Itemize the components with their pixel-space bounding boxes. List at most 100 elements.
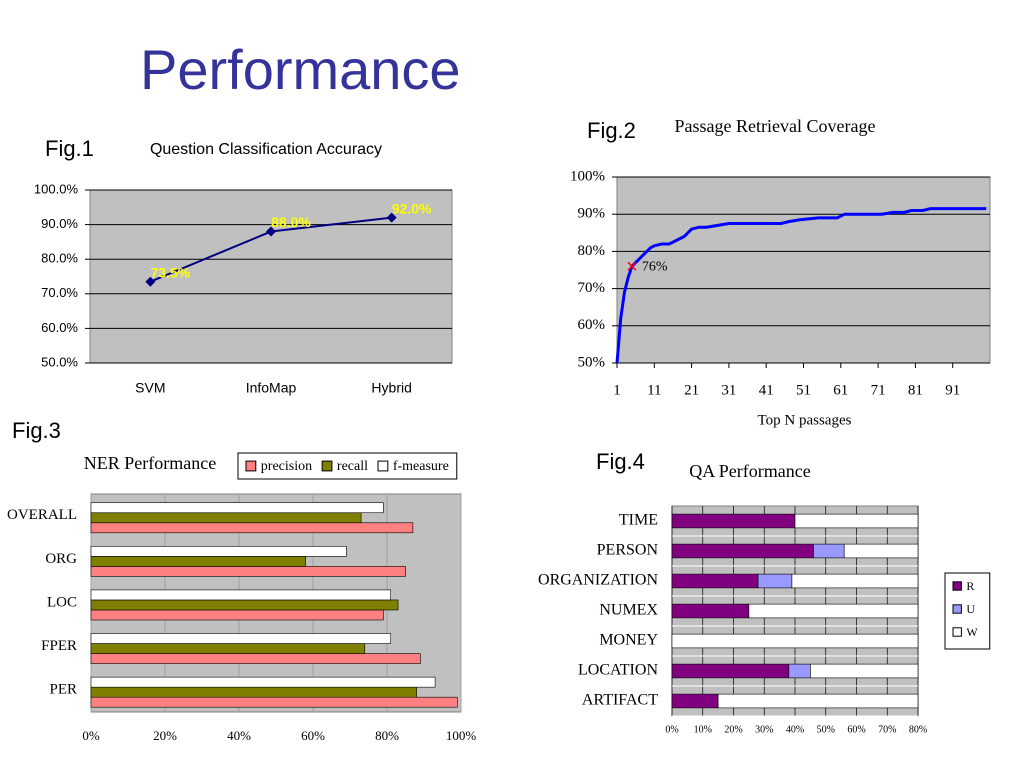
bar-segment bbox=[671, 573, 759, 589]
figure-label: Fig.1 bbox=[45, 136, 94, 161]
x-axis-label: Top N passages bbox=[758, 412, 852, 428]
y-tick-label: PERSON bbox=[597, 542, 659, 559]
data-label: 88.0% bbox=[271, 214, 311, 230]
marker bbox=[266, 226, 276, 237]
y-tick-label: 60% bbox=[578, 317, 606, 333]
x-tick-label: 0% bbox=[82, 728, 100, 743]
legend-label: f-measure bbox=[393, 459, 449, 474]
x-tick-label: 10% bbox=[694, 724, 712, 735]
legend-swatch bbox=[952, 581, 962, 591]
legend-swatch bbox=[952, 604, 962, 614]
x-tick-label: 80% bbox=[375, 728, 399, 743]
bar-segment bbox=[717, 693, 919, 709]
y-tick-label: 50.0% bbox=[41, 354, 78, 369]
x-tick-label: 41 bbox=[759, 382, 774, 398]
bar-segment bbox=[757, 573, 793, 589]
y-tick-label: 70.0% bbox=[41, 285, 78, 300]
bar bbox=[90, 609, 384, 621]
y-tick-label: ORG bbox=[45, 551, 77, 567]
annotation-marker bbox=[627, 261, 637, 271]
chart-title: Question Classification Accuracy bbox=[150, 141, 382, 158]
marker bbox=[145, 276, 156, 287]
y-tick-label: 50% bbox=[578, 354, 606, 370]
figure-label: Fig.4 bbox=[596, 449, 645, 474]
x-tick-label: Hybrid bbox=[371, 380, 411, 396]
x-tick-label: 80% bbox=[909, 724, 927, 735]
bar bbox=[90, 653, 421, 664]
x-tick-label: 70% bbox=[878, 724, 896, 735]
bar-segment bbox=[813, 543, 845, 559]
y-tick-label: 100.0% bbox=[34, 181, 79, 196]
y-tick-label: FPER bbox=[41, 638, 77, 654]
legend-label: precision bbox=[261, 459, 312, 474]
bar-segment bbox=[671, 513, 796, 529]
x-tick-label: 40% bbox=[786, 724, 804, 735]
chart-title: Passage Retrieval Coverage bbox=[675, 116, 876, 136]
x-tick-label: 60% bbox=[847, 724, 865, 735]
y-tick-label: 70% bbox=[578, 280, 606, 296]
bar bbox=[90, 686, 417, 698]
legend-box bbox=[237, 452, 458, 480]
x-tick-label: 50% bbox=[817, 724, 835, 735]
y-tick-label: LOC bbox=[47, 594, 77, 610]
x-tick-label: 31 bbox=[721, 382, 736, 398]
x-tick-label: 61 bbox=[833, 382, 848, 398]
bar-segment bbox=[671, 543, 814, 559]
data-label: 73.5% bbox=[150, 264, 190, 280]
y-tick-label: 90% bbox=[578, 206, 606, 222]
y-tick-label: 90.0% bbox=[41, 216, 78, 231]
bar bbox=[90, 566, 406, 577]
bar-segment bbox=[671, 633, 919, 649]
x-tick-label: 11 bbox=[647, 382, 661, 398]
x-tick-label: 30% bbox=[755, 724, 773, 735]
y-tick-label: 80.0% bbox=[41, 251, 78, 266]
y-tick-label: 100% bbox=[570, 168, 605, 184]
y-tick-label: TIME bbox=[619, 512, 658, 529]
x-tick-label: 20% bbox=[153, 728, 177, 743]
bar-segment bbox=[794, 513, 919, 529]
x-tick-label: 21 bbox=[684, 382, 699, 398]
y-tick-label: OVERALL bbox=[7, 507, 77, 523]
bar bbox=[90, 643, 366, 654]
annotation-label: 76% bbox=[642, 259, 668, 274]
line bbox=[615, 207, 987, 364]
y-tick-label: PER bbox=[49, 682, 77, 698]
bar bbox=[90, 546, 347, 557]
x-tick-label: 81 bbox=[908, 382, 923, 398]
x-tick-label: SVM bbox=[135, 380, 165, 396]
y-tick-label: 80% bbox=[578, 243, 606, 259]
x-tick-label: 100% bbox=[446, 728, 477, 743]
legend-label: R bbox=[966, 579, 974, 593]
bar bbox=[90, 512, 362, 524]
bar-segment bbox=[671, 603, 750, 619]
bar-segment bbox=[671, 663, 790, 679]
y-tick-label: LOCATION bbox=[578, 662, 658, 679]
legend-swatch bbox=[952, 627, 962, 637]
bar bbox=[90, 522, 414, 534]
bar-segment bbox=[843, 543, 919, 559]
y-tick-label: ARTIFACT bbox=[582, 692, 658, 709]
y-tick-label: NUMEX bbox=[599, 602, 658, 619]
plot-area bbox=[616, 176, 991, 364]
bar bbox=[90, 676, 436, 688]
bar-segment bbox=[748, 603, 919, 619]
legend-swatch bbox=[245, 460, 257, 472]
legend-swatch bbox=[377, 460, 389, 472]
x-tick-label: 20% bbox=[724, 724, 742, 735]
figure-label: Fig.2 bbox=[587, 118, 636, 143]
y-tick-label: 60.0% bbox=[41, 320, 78, 335]
marker bbox=[386, 212, 397, 223]
x-tick-label: 40% bbox=[227, 728, 251, 743]
bar bbox=[90, 502, 384, 514]
bar bbox=[90, 556, 306, 567]
bar bbox=[90, 696, 458, 708]
figure-label: Fig.3 bbox=[12, 418, 61, 443]
legend-label: W bbox=[966, 625, 978, 639]
legend-label: recall bbox=[337, 459, 368, 474]
y-tick-label: MONEY bbox=[599, 632, 658, 649]
x-tick-label: 0% bbox=[665, 724, 678, 735]
y-tick-label: ORGANIZATION bbox=[538, 572, 658, 589]
x-tick-label: 91 bbox=[945, 382, 960, 398]
